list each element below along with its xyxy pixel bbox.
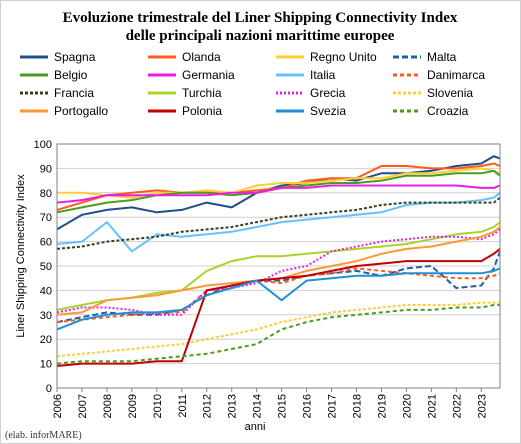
series-line-italia: [56, 192, 501, 253]
y-tick-label-10: 10: [40, 359, 52, 371]
y-tick-label-40: 40: [40, 285, 52, 297]
y-tick-label-90: 90: [40, 163, 52, 175]
y-tick-label-50: 50: [40, 261, 52, 273]
x-tick-label-2008: 2008: [102, 394, 114, 418]
series-line-belgio: [56, 169, 501, 214]
x-tick-label-2018: 2018: [351, 394, 363, 418]
legend-label-croazia: Croazia: [427, 104, 469, 118]
x-axis: 2006 2007 2008 2009 2010 2011 2012 2013 2014 2015…: [52, 388, 488, 418]
series-line-slovenia: [56, 301, 500, 358]
legend-label-germania: Germania: [182, 68, 235, 82]
legend-label-danimarca: Danimarca: [427, 68, 485, 82]
y-tick-label-20: 20: [40, 334, 52, 346]
series-line-malta: [56, 251, 501, 324]
legend-label-italia: Italia: [310, 68, 336, 82]
series-line-polonia: [56, 248, 501, 367]
x-tick-label-2021: 2021: [426, 394, 438, 418]
y-tick-label-0: 0: [46, 383, 52, 395]
y-tick-label-100: 100: [34, 139, 52, 151]
series-line-danimarca: [56, 267, 501, 324]
x-tick-label-2020: 2020: [401, 394, 413, 418]
series-line-olanda: [56, 162, 501, 211]
legend: Spagna Olanda Regno Unito Malta Belgio German…: [20, 50, 485, 118]
y-tick-label-70: 70: [40, 212, 52, 224]
series-line-portogallo: [56, 226, 501, 316]
legend-label-malta: Malta: [427, 50, 457, 64]
legend-label-svezia: Svezia: [310, 104, 346, 118]
legend-label-portogallo: Portogallo: [54, 104, 108, 118]
series-line-croazia: [56, 304, 500, 365]
legend-label-turchia: Turchia: [182, 86, 222, 100]
legend-label-grecia: Grecia: [310, 86, 346, 100]
legend-label-regno-unito: Regno Unito: [310, 50, 377, 64]
legend-label-olanda: Olanda: [182, 50, 221, 64]
y-tick-label-60: 60: [40, 237, 52, 249]
x-tick-label-2011: 2011: [177, 394, 189, 418]
x-tick-label-2014: 2014: [252, 394, 264, 418]
chart-subtitle: delle principali nazioni marittime europ…: [126, 28, 395, 44]
x-tick-label-2006: 2006: [52, 394, 64, 418]
x-tick-label-2007: 2007: [77, 394, 89, 418]
x-axis-label: anni: [245, 421, 266, 433]
x-tick-label-2017: 2017: [327, 394, 339, 418]
y-axis-label: Liner Shipping Connectivity Index: [15, 174, 27, 338]
legend-label-slovenia: Slovenia: [427, 86, 473, 100]
legend-label-belgio: Belgio: [54, 68, 88, 82]
x-tick-label-2012: 2012: [202, 394, 214, 418]
series-line-germania: [56, 184, 501, 204]
x-tick-label-2013: 2013: [227, 394, 239, 418]
x-tick-label-2019: 2019: [376, 394, 388, 418]
x-tick-label-2022: 2022: [451, 394, 463, 418]
y-tick-label-80: 80: [40, 188, 52, 200]
series-line-regno-unito: [57, 167, 501, 199]
plot-frame: [56, 143, 501, 389]
y-tick-label-30: 30: [40, 310, 52, 322]
legend-label-polonia: Polonia: [182, 104, 222, 118]
x-tick-label-2010: 2010: [152, 394, 164, 418]
series-line-svezia: [56, 267, 501, 331]
legend-label-francia: Francia: [54, 86, 94, 100]
x-tick-label-2009: 2009: [127, 394, 139, 418]
legend-label-spagna: Spagna: [54, 50, 96, 64]
chart-title: Evoluzione trimestrale del Liner Shippin…: [63, 10, 458, 26]
credit-text: (elab. inforMARE): [5, 430, 82, 441]
x-tick-label-2015: 2015: [277, 394, 289, 418]
plot-area: [56, 155, 501, 367]
x-tick-label-2016: 2016: [302, 394, 314, 418]
y-axis: 0 10 20 30 40 50 60 70 80 90 100: [34, 139, 52, 395]
x-tick-label-2023: 2023: [476, 394, 488, 418]
